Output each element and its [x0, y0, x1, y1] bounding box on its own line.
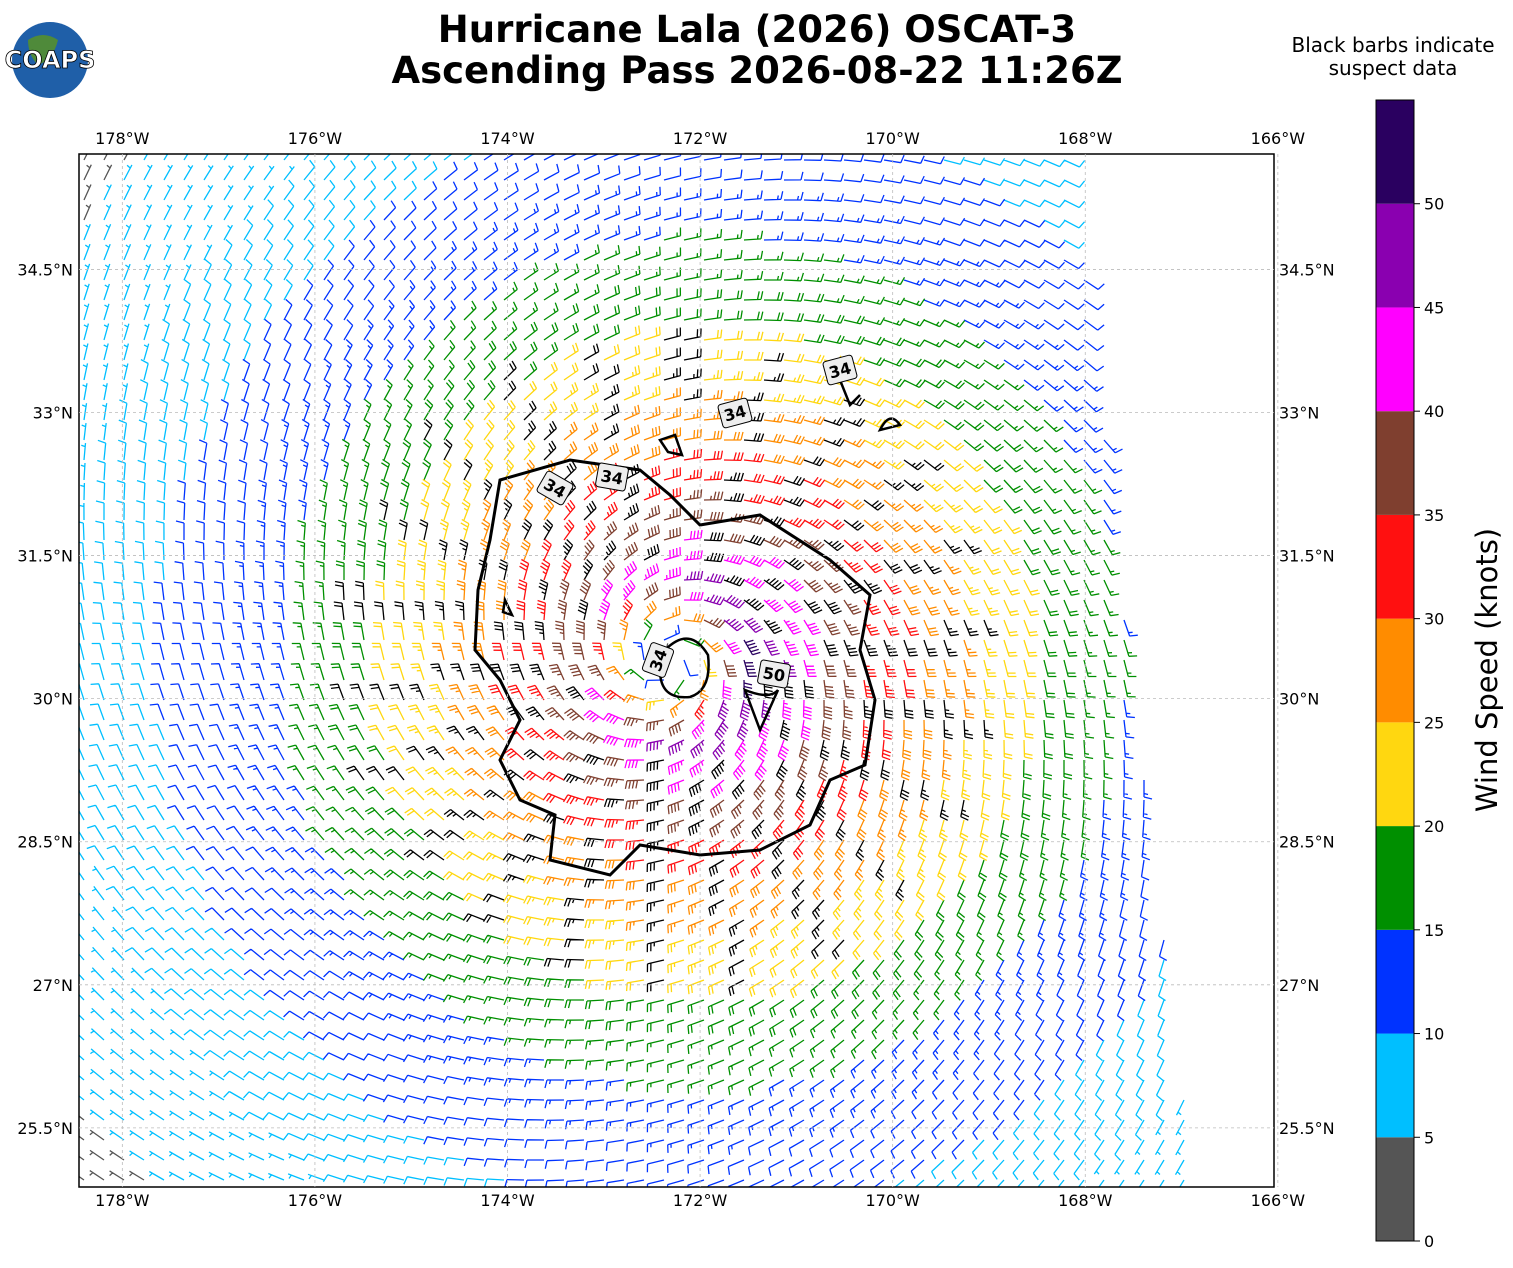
colorbar-segment [1376, 514, 1414, 619]
colorbar-tick-label: 30 [1424, 610, 1444, 629]
lon-tick-label: 174°W [480, 129, 535, 148]
lat-tick-label: 33°N [33, 403, 73, 422]
colorbar-tick-label: 15 [1424, 921, 1444, 940]
colorbar-segment [1376, 722, 1414, 827]
lon-tick-label: 168°W [1058, 1191, 1113, 1210]
colorbar-label: Wind Speed (knots) [1470, 528, 1504, 812]
barb-group [488, 447, 920, 879]
contour-50kt [658, 637, 780, 734]
contour-label: 50 [757, 659, 791, 689]
wind-barbs [79, 154, 1185, 1187]
colorbar-tick-label: 45 [1424, 298, 1444, 317]
lat-tick-label: 34.5°N [17, 260, 73, 279]
lat-tick-label: 31.5°N [17, 547, 73, 566]
lat-tick-label: 25.5°N [17, 1119, 73, 1138]
colorbar-tick-label: 40 [1424, 402, 1444, 421]
lon-tick-label: 170°W [865, 1191, 920, 1210]
lon-tick-label: 178°W [95, 129, 150, 148]
contour-label-box [717, 397, 753, 429]
barb-group [79, 154, 669, 1181]
lat-tick-label: 33°N [1279, 403, 1319, 422]
barb-group [287, 227, 1138, 1096]
lon-tick-label: 176°W [288, 129, 343, 148]
contour-label: 34 [641, 642, 675, 678]
contour-label-box [641, 642, 675, 678]
colorbar-segment [1376, 1033, 1414, 1138]
colorbar-tick-label: 50 [1424, 195, 1444, 214]
logo: COAPS [4, 22, 96, 98]
barb-group [583, 529, 821, 799]
barb-group [149, 154, 1168, 1187]
colorbar-segment [1376, 1137, 1414, 1241]
colorbar-segment [1376, 929, 1414, 1034]
colorbar-frame [1375, 99, 1415, 1242]
lon-tick-label: 176°W [288, 1191, 343, 1210]
lon-tick-label: 170°W [865, 129, 920, 148]
title: Hurricane Lala (2026) OSCAT-3 [438, 8, 1076, 51]
contour-label: 34 [595, 462, 629, 492]
logo-text: COAPS [5, 46, 96, 74]
colorbar-segment [1376, 100, 1414, 204]
lat-tick-label: 27°N [1279, 976, 1319, 995]
lon-tick-label: 178°W [95, 1191, 150, 1210]
contour-label-box [757, 659, 791, 689]
colorbar-segment [1376, 411, 1414, 515]
lat-tick-label: 30°N [1279, 690, 1319, 709]
colorbar-segment [1376, 826, 1414, 930]
lat-tick-label: 30°N [33, 690, 73, 709]
note-line: suspect data [1329, 56, 1458, 80]
lon-tick-label: 168°W [1058, 129, 1113, 148]
lon-tick-label: 172°W [673, 129, 728, 148]
contour-label: 34 [822, 354, 858, 386]
barb-group [329, 327, 999, 996]
lon-tick-label: 166°W [1251, 1191, 1306, 1210]
colorbar-tick-label: 5 [1424, 1128, 1434, 1147]
contour-34kt [473, 458, 877, 877]
subtitle: Ascending Pass 2026-08-22 11:26Z [391, 49, 1122, 92]
contour-label: 34 [717, 397, 753, 429]
contour-label-box [595, 462, 629, 492]
colorbar-tick-label: 20 [1424, 817, 1444, 836]
lat-tick-label: 34.5°N [1279, 260, 1335, 279]
colorbar-segment [1376, 307, 1414, 412]
lon-tick-label: 166°W [1251, 129, 1306, 148]
lat-tick-label: 25.5°N [1279, 1119, 1335, 1138]
logo-land [28, 35, 58, 65]
lon-tick-label: 174°W [480, 1191, 535, 1210]
contour-label-text: 34 [599, 466, 624, 489]
colorbar-tick-label: 35 [1424, 506, 1444, 525]
barb-group [544, 489, 862, 839]
colorbar-tick-label: 0 [1424, 1232, 1434, 1251]
contour-label-text: 50 [761, 663, 786, 686]
lat-tick-label: 31.5°N [1279, 547, 1335, 566]
map-frame [78, 153, 1275, 1188]
barb-group [431, 387, 978, 938]
lat-tick-label: 28.5°N [17, 833, 73, 852]
colorbar-segment [1376, 203, 1414, 308]
note-line: Black barbs indicate [1292, 33, 1495, 57]
colorbar-segment [1376, 618, 1414, 723]
contour-label-box [536, 470, 574, 506]
lat-tick-label: 28.5°N [1279, 833, 1335, 852]
lat-tick-label: 27°N [33, 976, 73, 995]
lon-tick-label: 172°W [673, 1191, 728, 1210]
barb-group [79, 154, 1185, 1187]
barb-group [367, 325, 1040, 999]
contour-label-box [822, 354, 858, 386]
contour-34kt [501, 379, 903, 618]
colorbar-tick-label: 10 [1424, 1025, 1444, 1044]
colorbar-tick-label: 25 [1424, 713, 1444, 732]
